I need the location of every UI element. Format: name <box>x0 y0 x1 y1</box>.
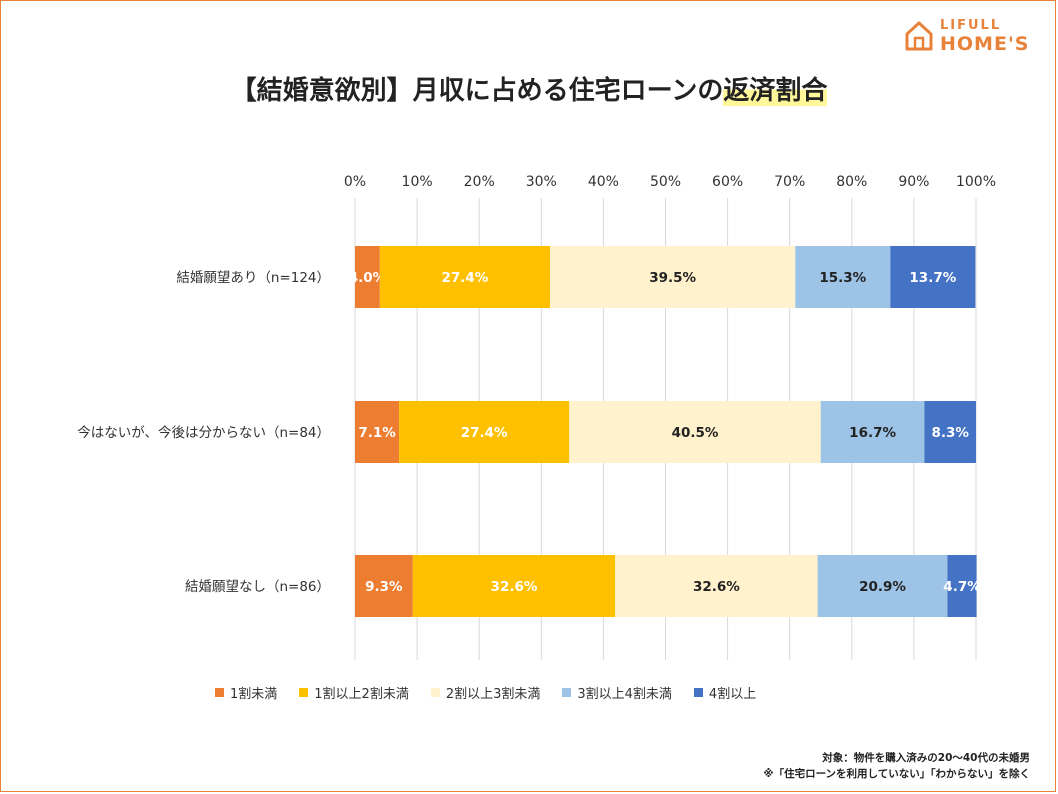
legend-label: 2割以上3割未満 <box>445 686 541 702</box>
data-label: 4.7% <box>943 579 981 595</box>
bar-segment <box>947 555 977 617</box>
chart-title: 【結婚意欲別】月収に占める住宅ローンの返済割合 <box>0 70 1058 107</box>
x-tick-label: 40% <box>588 174 619 190</box>
chart-title-highlight: 返済割合 <box>723 76 828 106</box>
x-tick-label: 20% <box>464 174 495 190</box>
footnote: 対象：物件を購入済みの20～40代の未婚男 ※「住宅ローンを利用していない」「わ… <box>763 750 1030 782</box>
house-icon <box>905 21 933 51</box>
legend-label: 4割以上 <box>708 686 757 702</box>
legend-label: 3割以上4割未満 <box>577 686 672 702</box>
bar-segment <box>355 555 413 617</box>
data-label: 27.4% <box>461 425 508 441</box>
legend-swatch <box>562 687 572 697</box>
x-tick-label: 60% <box>712 174 743 190</box>
data-label: 27.4% <box>441 270 488 286</box>
data-label: 15.3% <box>819 270 866 286</box>
legend-item: 1割以上2割未満 <box>299 683 409 702</box>
x-tick-label: 90% <box>898 174 929 190</box>
x-tick-label: 100% <box>956 174 996 190</box>
bar-segment <box>795 246 891 308</box>
legend-item: 1割未満 <box>215 683 277 702</box>
category-label: 今はないが、今後は分からない（n=84） <box>77 425 330 441</box>
bar-segment <box>549 246 796 308</box>
data-label: 32.6% <box>693 579 740 595</box>
x-tick-label: 50% <box>650 174 681 190</box>
bar-segment <box>569 401 821 463</box>
bar-segment <box>379 246 550 308</box>
category-label: 結婚願望あり（n=124） <box>176 270 330 286</box>
x-tick-label: 10% <box>402 174 433 190</box>
legend-label: 1割以上2割未満 <box>314 686 409 702</box>
chart-legend: 1割未満 1割以上2割未満 2割以上3割未満 3割以上4割未満 4割以上 <box>215 682 778 702</box>
data-label: 13.7% <box>909 270 956 286</box>
bar-segment <box>355 246 380 308</box>
x-tick-label: 80% <box>836 174 867 190</box>
data-label: 9.3% <box>365 579 403 595</box>
bar-segment <box>924 401 976 463</box>
logo-text-lifull: LIFULL <box>940 18 1002 33</box>
data-label: 4.0% <box>349 270 387 286</box>
x-tick-label: 70% <box>774 174 805 190</box>
legend-item: 2割以上3割未満 <box>430 683 541 702</box>
category-label: 結婚願望なし（n=86） <box>185 579 330 595</box>
bar-segment <box>355 401 400 463</box>
bar-segment <box>615 555 818 617</box>
data-label: 7.1% <box>358 425 396 441</box>
data-label: 39.5% <box>649 270 696 286</box>
legend-swatch <box>693 687 703 697</box>
x-tick-label: 0% <box>344 174 366 190</box>
data-label: 40.5% <box>672 425 719 441</box>
bar-segment <box>817 555 948 617</box>
legend-swatch <box>430 687 440 697</box>
data-label: 8.3% <box>932 425 970 441</box>
bar-segment <box>890 246 976 308</box>
bar-segment <box>412 555 616 617</box>
legend-item: 3割以上4割未満 <box>562 683 672 702</box>
bar-segment <box>820 401 925 463</box>
data-label: 16.7% <box>849 425 896 441</box>
data-label: 32.6% <box>491 579 538 595</box>
legend-item: 4割以上 <box>693 683 757 702</box>
footnote-target: 対象：物件を購入済みの20～40代の未婚男 <box>822 752 1030 764</box>
legend-swatch <box>299 687 309 697</box>
x-tick-label: 30% <box>526 174 557 190</box>
chart-title-prefix: 【結婚意欲別】月収に占める住宅ローンの <box>230 76 724 106</box>
bar-segment <box>399 401 570 463</box>
legend-swatch <box>215 687 224 697</box>
data-label: 20.9% <box>859 579 906 595</box>
legend-label: 1割未満 <box>230 686 278 702</box>
brand-logo: LIFULL HOME'S <box>904 18 1044 58</box>
footnote-exclusion: ※「住宅ローンを利用していない」「わからない」を除く <box>763 768 1030 780</box>
logo-text-homes: HOME'S <box>940 33 1030 55</box>
